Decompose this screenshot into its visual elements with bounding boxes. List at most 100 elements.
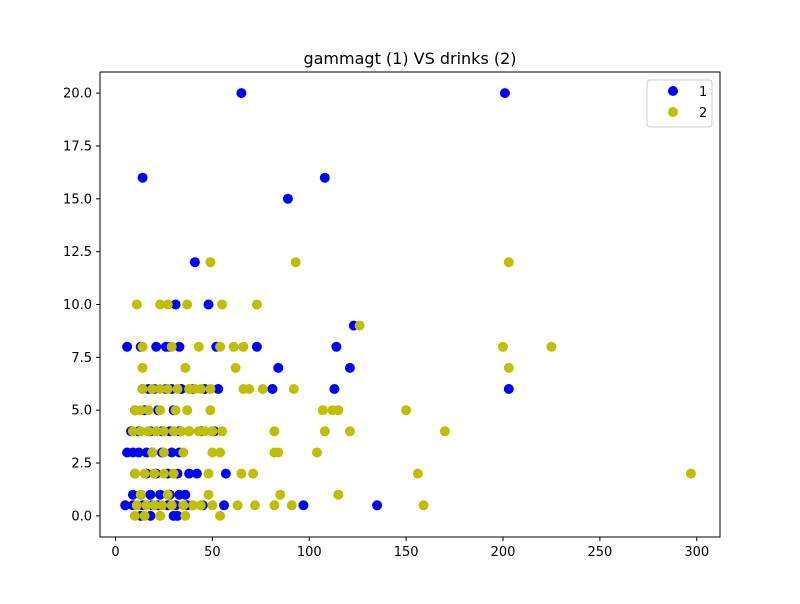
data-point-series-2	[151, 426, 162, 437]
legend-marker-series-1	[668, 86, 678, 96]
data-point-series-2	[207, 500, 218, 511]
chart-title: gammagt (1) VS drinks (2)	[303, 49, 516, 68]
data-point-series-2	[149, 500, 160, 511]
y-tick-label: 10.0	[63, 298, 92, 313]
data-point-series-2	[147, 447, 158, 458]
data-point-series-2	[203, 468, 214, 479]
x-tick-label: 0	[111, 545, 119, 560]
data-point-series-1	[213, 384, 224, 394]
data-point-series-2	[149, 468, 160, 479]
data-point-series-2	[217, 299, 228, 310]
x-tick-label: 250	[587, 545, 612, 560]
data-point-series-2	[251, 299, 262, 310]
data-point-series-2	[546, 341, 557, 352]
data-point-series-2	[158, 447, 169, 458]
data-point-series-2	[162, 489, 173, 500]
data-point-series-1	[298, 500, 309, 511]
data-point-series-2	[319, 426, 330, 437]
data-point-series-2	[244, 384, 255, 394]
data-point-series-2	[401, 405, 412, 416]
data-point-series-1	[282, 193, 293, 204]
data-point-series-2	[232, 500, 243, 511]
data-point-series-2	[139, 510, 150, 521]
data-point-series-2	[207, 426, 218, 437]
data-point-series-2	[217, 426, 228, 437]
data-point-series-1	[151, 341, 162, 352]
data-point-series-2	[312, 447, 322, 458]
data-point-series-1	[145, 489, 156, 500]
data-point-series-2	[685, 468, 696, 479]
data-point-series-1	[189, 257, 200, 268]
data-point-series-2	[137, 341, 148, 352]
data-point-series-1	[122, 341, 133, 352]
data-point-series-2	[248, 468, 259, 479]
data-point-series-1	[319, 172, 330, 183]
data-point-series-2	[207, 447, 218, 458]
data-point-series-2	[215, 447, 226, 458]
data-point-series-2	[139, 468, 150, 479]
data-point-series-2	[236, 468, 247, 479]
data-point-series-1	[133, 447, 144, 458]
data-point-series-2	[137, 384, 148, 394]
data-point-series-2	[129, 468, 140, 479]
data-point-series-1	[251, 341, 262, 352]
data-point-series-1	[155, 489, 166, 500]
data-point-series-1	[331, 341, 342, 352]
legend: 1 2	[646, 79, 713, 128]
data-point-series-2	[178, 447, 189, 458]
data-point-series-2	[158, 468, 169, 479]
data-point-series-2	[205, 257, 216, 268]
series-2-points	[127, 257, 696, 521]
data-point-series-2	[215, 510, 226, 521]
data-point-series-1	[236, 88, 247, 99]
data-point-series-2	[412, 468, 423, 479]
data-point-series-2	[155, 405, 166, 416]
y-tick-label: 7.5	[71, 351, 92, 366]
data-point-series-2	[180, 510, 191, 521]
data-point-series-2	[333, 405, 344, 416]
data-point-series-1	[267, 384, 278, 394]
data-point-series-2	[155, 299, 166, 310]
data-point-series-2	[162, 384, 173, 394]
data-point-series-2	[286, 500, 297, 511]
data-point-series-2	[273, 447, 284, 458]
data-point-series-2	[176, 426, 187, 437]
data-point-series-1	[172, 510, 183, 521]
data-point-series-2	[215, 341, 226, 352]
data-point-series-2	[269, 426, 280, 437]
data-point-series-2	[195, 384, 206, 394]
data-point-series-2	[137, 362, 148, 373]
y-tick-label: 17.5	[63, 139, 92, 154]
data-point-series-2	[275, 489, 286, 500]
x-tick-label: 200	[491, 545, 516, 560]
data-point-series-1	[180, 489, 191, 500]
data-point-series-2	[205, 405, 216, 416]
data-point-series-2	[333, 489, 344, 500]
data-point-series-2	[166, 341, 177, 352]
data-point-series-2	[230, 362, 241, 373]
data-point-series-2	[131, 500, 142, 511]
marks-layer	[120, 88, 696, 521]
data-point-series-2	[162, 299, 173, 310]
data-point-series-1	[273, 362, 284, 373]
data-point-series-2	[205, 384, 216, 394]
data-point-series-2	[143, 426, 154, 437]
data-point-series-2	[354, 320, 365, 331]
data-point-series-1	[170, 299, 181, 310]
data-point-series-2	[141, 500, 152, 511]
data-point-series-2	[168, 468, 179, 479]
data-point-series-1	[203, 299, 214, 310]
data-point-series-1	[220, 468, 231, 479]
data-point-series-2	[166, 500, 177, 511]
data-point-series-2	[498, 341, 508, 352]
data-point-series-2	[195, 500, 206, 511]
data-point-series-1	[219, 500, 229, 511]
data-point-series-2	[257, 384, 268, 394]
y-tick-label: 0.0	[71, 509, 92, 524]
data-point-series-1	[191, 468, 202, 479]
data-point-series-2	[184, 426, 195, 437]
data-point-series-1	[137, 172, 148, 183]
data-point-series-1	[174, 341, 185, 352]
data-point-series-2	[439, 426, 450, 437]
data-point-series-2	[172, 384, 183, 394]
